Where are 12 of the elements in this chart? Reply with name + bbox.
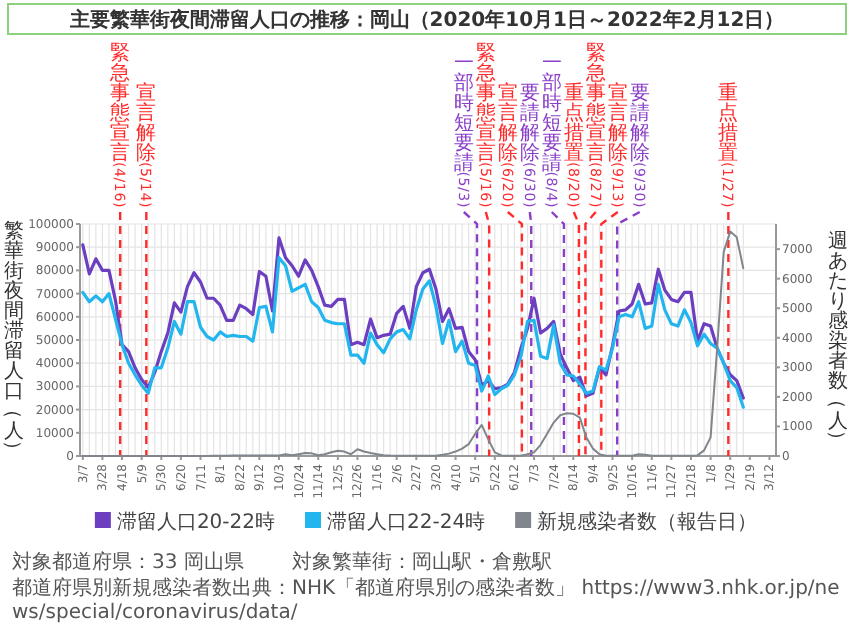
legend-label: 滞留人口22-24時	[327, 510, 486, 534]
legend-label: 新規感染者数（報告日）	[537, 510, 758, 534]
text: 繁華街夜間滞留人口（人）	[0, 220, 24, 460]
text: 週あたり感染者数（人）	[824, 230, 848, 450]
line-series	[81, 256, 745, 409]
text: 都道府県別新規感染者数出典：NHK「都道府県別の感染者数」 https://www3.nhk.or.jp/news/special/coronavirus/data/	[12, 576, 840, 624]
chart-title: 主要繁華街夜間滞留人口の推移：岡山（2020年10月1日～2022年2月12日）	[67, 8, 785, 32]
text: 対象繁華街：岡山駅・倉敷駅	[291, 550, 552, 574]
line-series	[81, 230, 745, 457]
line-series	[81, 236, 745, 400]
legend-label: 滞留人口20-22時	[116, 510, 275, 534]
text: 対象都道府県：33 岡山県	[12, 550, 244, 574]
